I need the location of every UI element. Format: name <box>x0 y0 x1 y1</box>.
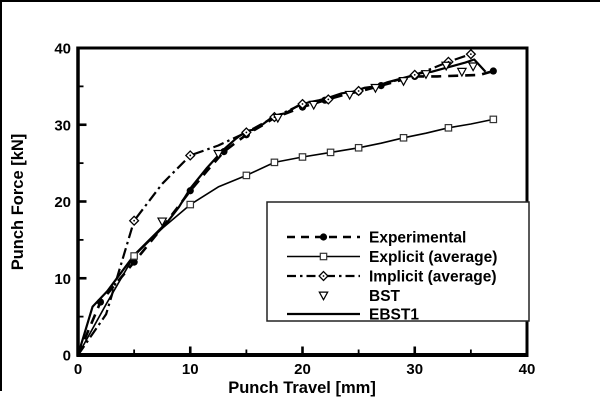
legend: Experimental Explicit (average) Implicit (… <box>266 201 530 324</box>
y-tick-label: 10 <box>54 271 71 288</box>
series-marker-bst <box>272 113 284 124</box>
series-marker-bst <box>213 149 224 160</box>
legend-label: Implicit (average) <box>369 269 497 286</box>
series-marker-implicit-average-dot <box>189 154 192 157</box>
scan-border-top <box>0 0 600 2</box>
x-tick-label: 20 <box>294 361 311 378</box>
legend-item-experimental: Experimental <box>287 230 466 247</box>
series-marker-explicit-average <box>489 115 498 124</box>
legend-sample-marker <box>319 252 328 261</box>
series-marker-explicit-average <box>399 133 408 142</box>
legend-sample-marker <box>318 291 329 301</box>
series-marker-explicit-average <box>298 153 307 161</box>
legend-item-bst: BST <box>318 288 401 305</box>
y-tick-label: 30 <box>54 117 71 134</box>
series-marker-experimental <box>186 187 194 195</box>
legend-box <box>266 201 530 322</box>
y-tick-label: 40 <box>54 41 71 58</box>
series-marker-explicit-average <box>186 200 195 209</box>
series-marker-bst <box>456 67 468 78</box>
legend-sample-marker <box>319 233 328 241</box>
series-marker-implicit-average-dot <box>245 131 248 134</box>
scan-border-left <box>0 0 2 391</box>
series-marker-experimental <box>377 82 385 90</box>
series-marker-explicit-average <box>444 124 453 132</box>
series-marker-explicit-average <box>354 143 363 152</box>
legend-item-implicit-average: Implicit (average) <box>287 269 497 286</box>
y-axis-title: Punch Force [kN] <box>9 134 27 271</box>
legend-label: EBST1 <box>369 307 419 324</box>
series-marker-explicit-average <box>130 252 138 260</box>
legend-label: Experimental <box>369 230 466 247</box>
series-marker-implicit-average-dot <box>469 53 472 56</box>
series-marker-experimental <box>130 258 138 266</box>
series-marker-experimental <box>489 67 497 75</box>
series-marker-explicit-average <box>270 158 279 167</box>
axis-tick-labels: 0 10 20 30 40 0 10 20 30 40 <box>54 41 535 379</box>
legend-item-ebst1: EBST1 <box>287 307 419 324</box>
series-marker-experimental <box>96 298 105 306</box>
series-marker-bst <box>344 90 355 101</box>
x-tick-label: 40 <box>519 361 536 378</box>
legend-item-explicit-average: Explicit (average) <box>287 249 497 266</box>
series-marker-bst <box>308 100 319 111</box>
series-marker-implicit-average-dot <box>133 219 136 222</box>
series-marker-implicit-average-dot <box>357 90 360 92</box>
legend-label: Explicit (average) <box>369 249 497 266</box>
y-tick-label: 20 <box>54 194 71 211</box>
series-marker-bst <box>440 61 452 72</box>
axis-ticks <box>76 46 529 357</box>
series-marker-experimental <box>220 148 228 156</box>
x-tick-label: 0 <box>74 361 82 378</box>
series-marker-explicit-average <box>242 171 251 180</box>
series-marker-implicit-average-dot <box>327 98 330 101</box>
series-marker-implicit-average-dot <box>301 103 304 105</box>
series-marker-bst <box>467 62 479 72</box>
series-marker-bst <box>420 70 432 80</box>
y-tick-label: 0 <box>63 348 71 365</box>
marker-layer <box>96 48 498 306</box>
x-tick-label: 30 <box>406 361 423 378</box>
x-axis-title: Punch Travel [mm] <box>228 379 376 397</box>
series-marker-implicit-average-dot <box>413 73 416 76</box>
legend-sample-marker-dot <box>322 275 325 277</box>
series-marker-explicit-average <box>326 148 335 157</box>
series-marker-bst <box>156 217 168 227</box>
x-tick-label: 10 <box>182 361 199 378</box>
legend-label: BST <box>369 288 401 305</box>
series-marker-bst <box>370 83 381 94</box>
series-marker-bst <box>398 77 409 87</box>
